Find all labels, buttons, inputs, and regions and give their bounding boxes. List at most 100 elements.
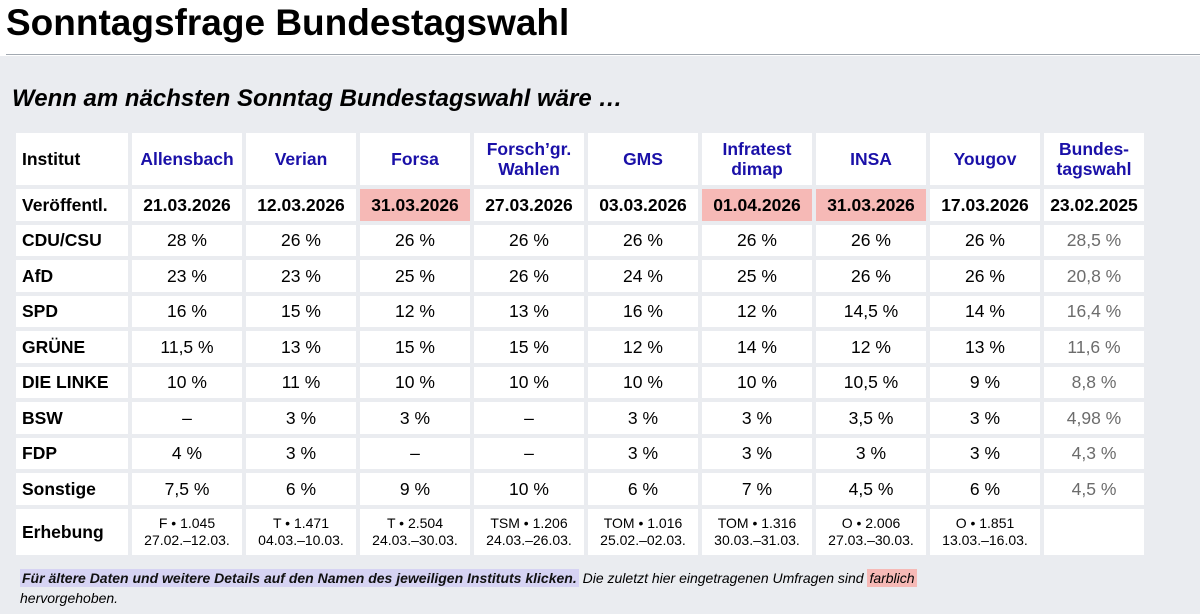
party-name: BSW <box>16 402 128 434</box>
footnote-text: Die zuletzt hier eingetragenen Umfragen … <box>582 570 864 586</box>
institute-name-line2[interactable]: dimap <box>731 159 783 179</box>
institute-link[interactable]: Forsa <box>360 133 470 185</box>
survey-method: T • 2.504 <box>386 514 443 531</box>
institute-link[interactable]: Infratest dimap <box>702 133 812 185</box>
institute-name-line1[interactable]: Forsa <box>391 149 439 169</box>
institute-link[interactable]: Yougov <box>930 133 1040 185</box>
publication-date: 31.03.2026 <box>360 189 470 221</box>
party-row: DIE LINKE 10 % 11 % 10 % 10 % 10 % 10 % 10,5 % 9… <box>16 366 1144 398</box>
page-title: Sonntagsfrage Bundestagswahl <box>6 2 570 43</box>
survey-info: T • 2.504 24.03.–30.03. <box>360 508 470 555</box>
footnote-hint: Für ältere Daten und weitere Details auf… <box>20 569 579 587</box>
poll-value: 10 % <box>702 366 812 398</box>
institute-link[interactable]: INSA <box>816 133 926 185</box>
party-name: FDP <box>16 437 128 469</box>
institute-link[interactable]: Forsch’gr. Wahlen <box>474 133 584 185</box>
poll-value: 24 % <box>588 260 698 292</box>
poll-value: 3 % <box>930 437 1040 469</box>
erhebung-row: Erhebung F • 1.045 27.02.–12.03. T • 1.471 0… <box>16 508 1144 555</box>
survey-info: TOM • 1.016 25.02.–02.03. <box>588 508 698 555</box>
institute-link[interactable]: Allensbach <box>132 133 242 185</box>
party-name: GRÜNE <box>16 331 128 363</box>
survey-method: F • 1.045 <box>158 514 216 531</box>
publication-date: 03.03.2026 <box>588 189 698 221</box>
party-name: CDU/CSU <box>16 224 128 256</box>
poll-value: 3,5 % <box>816 402 926 434</box>
survey-info: O • 2.006 27.03.–30.03. <box>816 508 926 555</box>
survey-info: O • 1.851 13.03.–16.03. <box>930 508 1040 555</box>
poll-value: – <box>132 402 242 434</box>
poll-value: 14 % <box>930 295 1040 327</box>
election-name-line1[interactable]: Bundes- <box>1059 139 1129 159</box>
survey-method: TOM • 1.016 <box>603 514 683 531</box>
institute-name-line1[interactable]: Yougov <box>953 149 1017 169</box>
election-name-line2[interactable]: tagswahl <box>1056 159 1132 179</box>
poll-value: 12 % <box>588 331 698 363</box>
footnote-highlight-sample: farblich <box>867 569 917 587</box>
election-result: 4,3 % <box>1044 437 1144 469</box>
institut-header: Institut <box>16 133 128 185</box>
poll-value: 3 % <box>816 437 926 469</box>
poll-value: 3 % <box>930 402 1040 434</box>
poll-value: 10 % <box>132 366 242 398</box>
poll-value: 3 % <box>246 402 356 434</box>
election-result: 4,98 % <box>1044 402 1144 434</box>
institute-name-line1[interactable]: INSA <box>850 149 892 169</box>
institute-name-line1[interactable]: Forsch’gr. <box>486 139 572 159</box>
publication-date: 01.04.2026 <box>702 189 812 221</box>
party-name: AfD <box>16 260 128 292</box>
poll-value: 3 % <box>246 437 356 469</box>
survey-method: O • 1.851 <box>955 514 1015 531</box>
poll-value: 26 % <box>816 260 926 292</box>
institute-link[interactable]: Verian <box>246 133 356 185</box>
survey-info: TSM • 1.206 24.03.–26.03. <box>474 508 584 555</box>
subtitle: Wenn am nächsten Sonntag Bundestagswahl … <box>12 85 623 112</box>
survey-info: T • 1.471 04.03.–10.03. <box>246 508 356 555</box>
survey-period: 24.03.–30.03. <box>372 531 458 548</box>
poll-value: 26 % <box>930 260 1040 292</box>
party-row: AfD 23 % 23 % 25 % 26 % 24 % 25 % 26 % 26 % 20,8 … <box>16 260 1144 292</box>
institute-name-line1[interactable]: Infratest <box>722 139 792 159</box>
survey-method: TOM • 1.316 <box>717 514 797 531</box>
institute-name-line1[interactable]: Verian <box>274 149 328 169</box>
poll-value: 11,5 % <box>132 331 242 363</box>
poll-value: 16 % <box>132 295 242 327</box>
poll-value: 15 % <box>360 331 470 363</box>
survey-period: 25.02.–02.03. <box>600 531 686 548</box>
publication-date: 27.03.2026 <box>474 189 584 221</box>
poll-value: 9 % <box>360 473 470 505</box>
institute-name-line1[interactable]: Allensbach <box>140 149 234 169</box>
election-result: 28,5 % <box>1044 224 1144 256</box>
poll-value: 28 % <box>132 224 242 256</box>
institute-name-line1[interactable]: GMS <box>623 149 663 169</box>
poll-value: 12 % <box>360 295 470 327</box>
poll-value: 12 % <box>702 295 812 327</box>
election-link[interactable]: Bundes-tagswahl <box>1044 133 1144 185</box>
institute-link[interactable]: GMS <box>588 133 698 185</box>
poll-value: 23 % <box>246 260 356 292</box>
survey-period: 27.03.–30.03. <box>828 531 914 548</box>
survey-period: 04.03.–10.03. <box>258 531 344 548</box>
party-row: SPD 16 % 15 % 12 % 13 % 16 % 12 % 14,5 % 14 % 16,… <box>16 295 1144 327</box>
poll-value: 15 % <box>246 295 356 327</box>
poll-value: 3 % <box>588 437 698 469</box>
survey-period: 27.02.–12.03. <box>144 531 230 548</box>
poll-value: 26 % <box>246 224 356 256</box>
election-result: 16,4 % <box>1044 295 1144 327</box>
publication-date: 31.03.2026 <box>816 189 926 221</box>
poll-value: 26 % <box>474 260 584 292</box>
poll-value: 10,5 % <box>816 366 926 398</box>
poll-value: – <box>474 402 584 434</box>
survey-info: F • 1.045 27.02.–12.03. <box>132 508 242 555</box>
poll-value: 15 % <box>474 331 584 363</box>
poll-value: 13 % <box>474 295 584 327</box>
poll-value: 25 % <box>360 260 470 292</box>
institute-name-line2[interactable]: Wahlen <box>498 159 560 179</box>
poll-value: 6 % <box>588 473 698 505</box>
poll-value: 3 % <box>588 402 698 434</box>
poll-value: 26 % <box>588 224 698 256</box>
title-divider <box>6 54 1200 55</box>
poll-value: 7 % <box>702 473 812 505</box>
party-row: Sonstige 7,5 % 6 % 9 % 10 % 6 % 7 % 4,5 % 6 % 4,5… <box>16 473 1144 505</box>
poll-value: 11 % <box>246 366 356 398</box>
